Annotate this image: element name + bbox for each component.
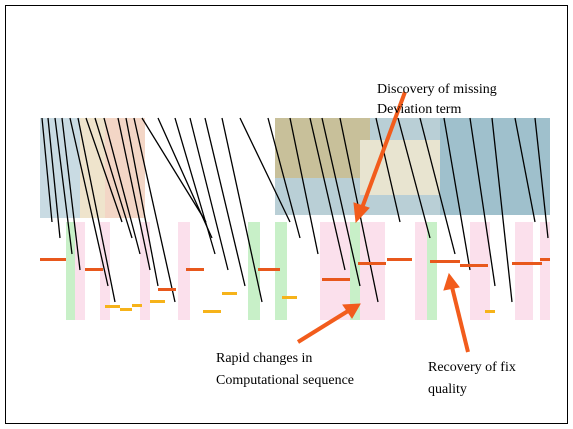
status-mark <box>358 262 386 265</box>
status-mark <box>387 258 412 261</box>
map-right-sea <box>440 118 550 215</box>
status-mark <box>105 305 120 308</box>
status-mark <box>85 268 103 271</box>
status-mark <box>222 292 237 295</box>
status-mark <box>282 296 297 299</box>
status-mark <box>512 262 542 265</box>
map-right-land <box>275 118 370 178</box>
annotation: quality <box>428 382 467 397</box>
log-column <box>427 222 437 320</box>
annotation: Computational sequence <box>216 373 354 388</box>
annotation: Discovery of missing <box>377 82 497 97</box>
log-column <box>515 222 533 320</box>
status-mark <box>485 310 495 313</box>
status-mark <box>150 300 165 303</box>
status-mark <box>203 310 221 313</box>
status-mark <box>40 258 66 261</box>
annotation: Recovery of fix <box>428 360 516 375</box>
annotation: Deviation term <box>377 102 461 117</box>
log-column <box>415 222 427 320</box>
status-mark <box>258 268 280 271</box>
status-mark <box>120 308 132 311</box>
annotation: Rapid changes in <box>216 351 312 366</box>
log-column <box>360 222 385 320</box>
status-mark <box>132 304 142 307</box>
status-mark <box>460 264 488 267</box>
slide: Discovery of missing Deviation term Rapi… <box>0 0 573 429</box>
status-mark <box>158 288 176 291</box>
status-mark <box>540 258 550 261</box>
status-mark <box>322 278 350 281</box>
status-mark <box>186 268 204 271</box>
log-column <box>470 222 490 320</box>
status-mark <box>430 260 460 263</box>
